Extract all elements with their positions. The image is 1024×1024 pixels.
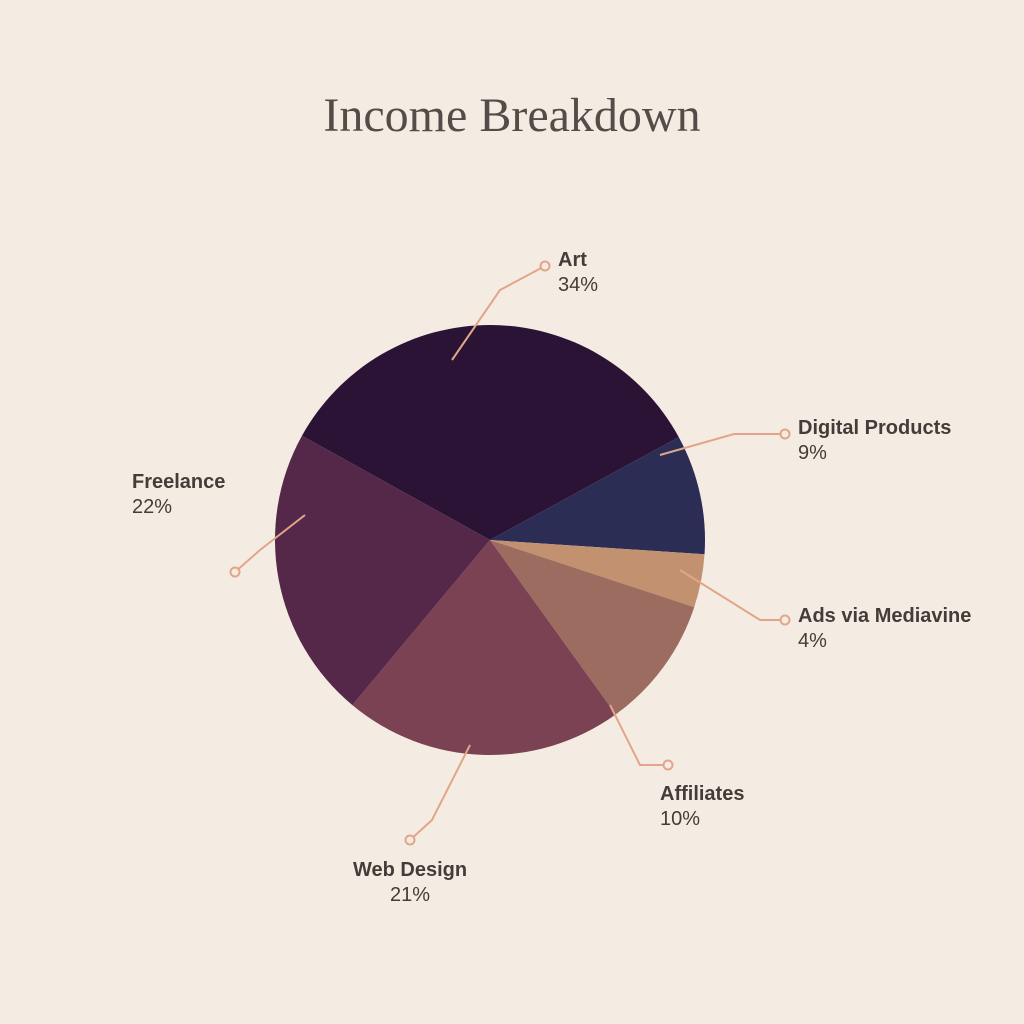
callout-line — [610, 705, 668, 765]
callout-dot — [231, 568, 240, 577]
slice-label-value: 22% — [132, 495, 225, 520]
slice-label-value: 34% — [558, 273, 598, 298]
slice-label-group: Ads via Mediavine4% — [798, 604, 971, 654]
slice-label-name: Art — [558, 248, 598, 273]
slice-label-name: Web Design — [353, 858, 467, 883]
callout-dot — [406, 836, 415, 845]
callout-dot — [781, 430, 790, 439]
slice-label-group: Freelance22% — [132, 470, 225, 520]
callout-dot — [664, 761, 673, 770]
slice-label-name: Freelance — [132, 470, 225, 495]
slice-label-group: Digital Products9% — [798, 416, 951, 466]
slice-label-group: Web Design21% — [353, 858, 467, 908]
callout-dot — [781, 616, 790, 625]
slice-label-name: Ads via Mediavine — [798, 604, 971, 629]
slice-label-value: 10% — [660, 807, 744, 832]
slice-label-value: 21% — [353, 883, 467, 908]
chart-canvas: Income Breakdown Art34%Digital Products9… — [0, 0, 1024, 1024]
callout-dot — [541, 262, 550, 271]
slice-label-value: 9% — [798, 441, 951, 466]
slice-label-name: Affiliates — [660, 782, 744, 807]
slice-label-group: Affiliates10% — [660, 782, 744, 832]
callout-line — [410, 745, 470, 840]
slice-label-value: 4% — [798, 629, 971, 654]
slice-label-group: Art34% — [558, 248, 598, 298]
slice-label-name: Digital Products — [798, 416, 951, 441]
